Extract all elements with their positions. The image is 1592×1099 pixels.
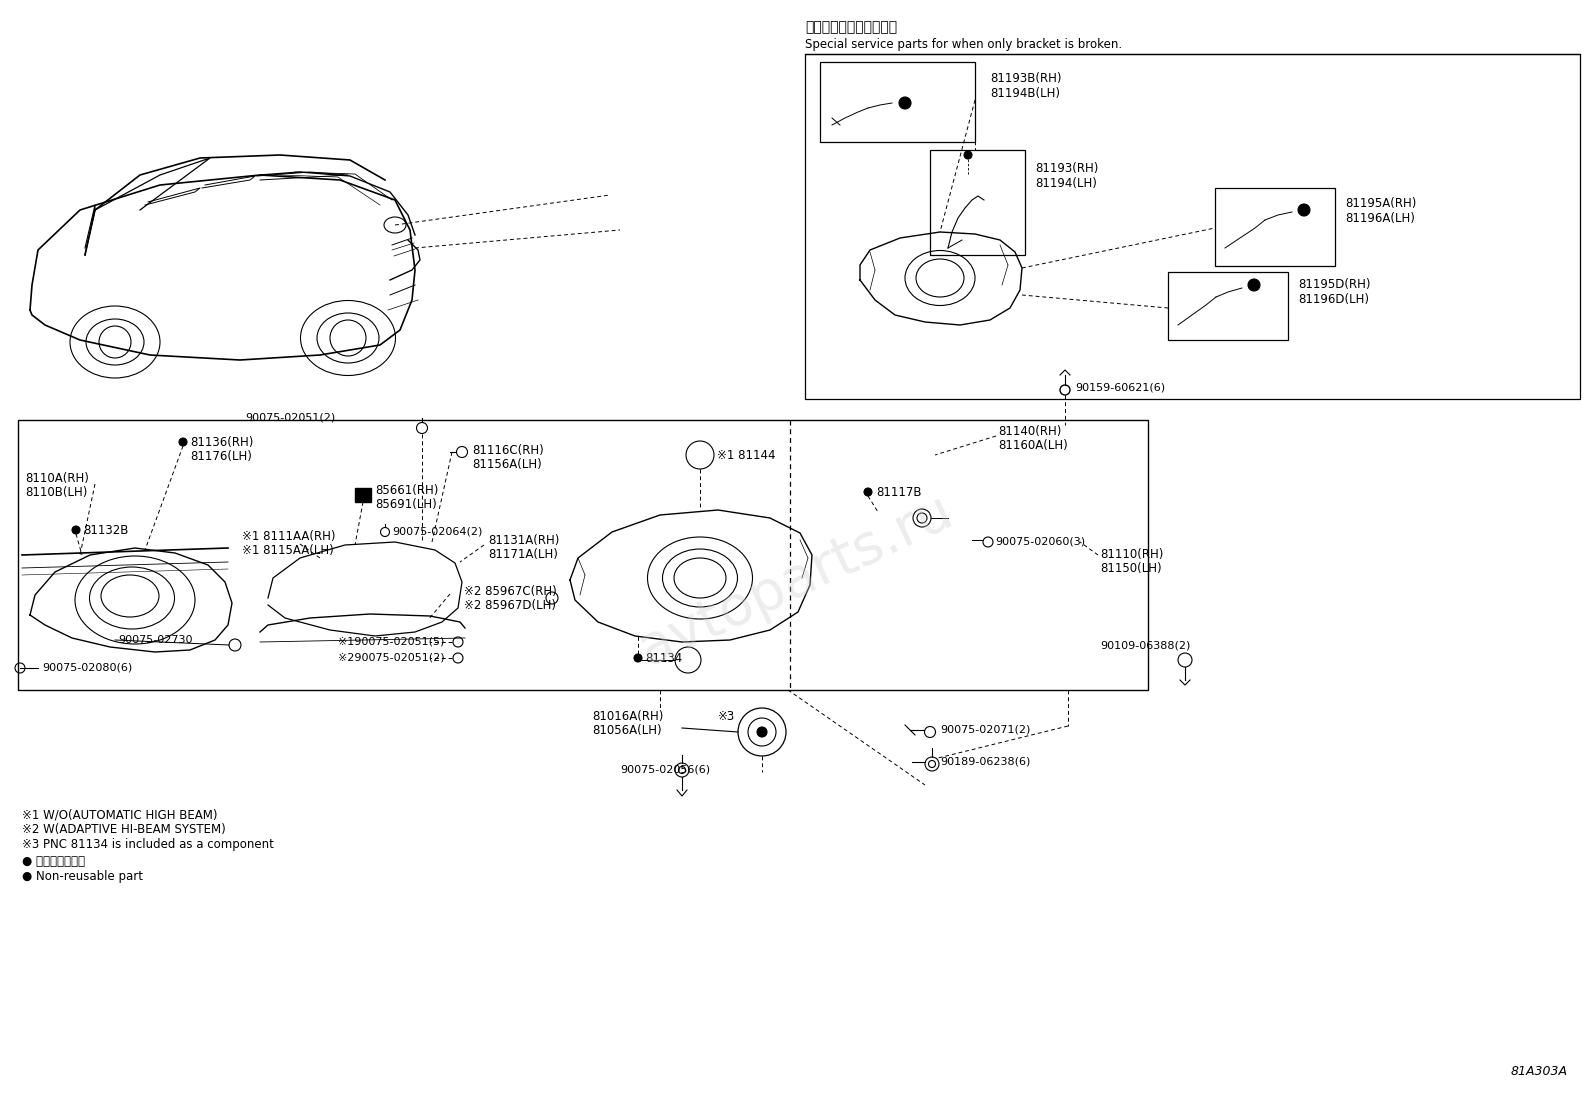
Text: 81176(LH): 81176(LH) — [189, 449, 252, 463]
Text: ※3 PNC 81134 is included as a component: ※3 PNC 81134 is included as a component — [22, 839, 274, 851]
Text: 81131A(RH): 81131A(RH) — [489, 534, 559, 547]
Text: 81193B(RH): 81193B(RH) — [990, 73, 1062, 85]
Text: 85691(LH): 85691(LH) — [376, 498, 436, 511]
Text: ※1 81144: ※1 81144 — [716, 449, 775, 462]
Bar — [930, 149, 1025, 255]
Text: 81156A(LH): 81156A(LH) — [471, 458, 541, 471]
Text: 90075-02064(2): 90075-02064(2) — [392, 526, 482, 536]
Text: 90075-02056(6): 90075-02056(6) — [619, 764, 710, 774]
Text: 81193(RH): 81193(RH) — [1035, 162, 1098, 175]
Text: 81117B: 81117B — [876, 486, 922, 499]
Text: 81171A(LH): 81171A(LH) — [489, 548, 557, 560]
Circle shape — [178, 439, 186, 446]
Text: 81A303A: 81A303A — [1511, 1065, 1568, 1078]
Text: ※1 8115AA(LH): ※1 8115AA(LH) — [242, 544, 334, 557]
Text: 90159-60621(6): 90159-60621(6) — [1075, 382, 1165, 393]
Text: ※2 W(ADAPTIVE HI-BEAM SYSTEM): ※2 W(ADAPTIVE HI-BEAM SYSTEM) — [22, 823, 226, 836]
Bar — [1215, 188, 1336, 266]
Text: ※2 85967C(RH): ※2 85967C(RH) — [463, 585, 557, 598]
Circle shape — [72, 526, 80, 534]
Text: ※1 8111AA(RH): ※1 8111AA(RH) — [242, 530, 336, 543]
Text: Special service parts for when only bracket is broken.: Special service parts for when only brac… — [806, 38, 1122, 51]
Text: 81150(LH): 81150(LH) — [1100, 562, 1162, 575]
Text: 8110B(LH): 8110B(LH) — [25, 486, 88, 499]
Circle shape — [758, 728, 767, 737]
Text: 81195A(RH): 81195A(RH) — [1345, 197, 1417, 210]
Text: 81196D(LH): 81196D(LH) — [1297, 293, 1369, 306]
Bar — [355, 488, 371, 502]
Text: 81196A(LH): 81196A(LH) — [1345, 212, 1415, 225]
Bar — [1169, 271, 1288, 340]
Text: 81136(RH): 81136(RH) — [189, 436, 253, 449]
Circle shape — [1248, 279, 1259, 291]
Text: 車両取付部の補修用部品: 車両取付部の補修用部品 — [806, 20, 898, 34]
Text: 90075-02730: 90075-02730 — [118, 635, 193, 645]
Circle shape — [1297, 204, 1310, 217]
Text: 90075-02060(3): 90075-02060(3) — [995, 536, 1086, 546]
Circle shape — [965, 151, 973, 159]
Text: 90189-06238(6): 90189-06238(6) — [939, 756, 1030, 766]
Circle shape — [899, 97, 911, 109]
Text: 81140(RH): 81140(RH) — [998, 425, 1062, 439]
Text: 81195D(RH): 81195D(RH) — [1297, 278, 1371, 291]
Text: ● Non-reusable part: ● Non-reusable part — [22, 870, 143, 882]
Bar — [806, 54, 1579, 399]
Text: 81110(RH): 81110(RH) — [1100, 548, 1164, 560]
Text: 81116C(RH): 81116C(RH) — [471, 444, 544, 457]
Text: 85661(RH): 85661(RH) — [376, 484, 438, 497]
Text: ※3: ※3 — [718, 710, 736, 723]
Text: 81194B(LH): 81194B(LH) — [990, 87, 1060, 100]
Text: 8110A(RH): 8110A(RH) — [25, 471, 89, 485]
Text: ※190075-02051(5): ※190075-02051(5) — [338, 636, 444, 646]
Text: ※1 W/O(AUTOMATIC HIGH BEAM): ※1 W/O(AUTOMATIC HIGH BEAM) — [22, 808, 218, 821]
Circle shape — [634, 654, 642, 662]
Text: ※290075-02051(2): ※290075-02051(2) — [338, 652, 444, 662]
Text: 90109-06388(2): 90109-06388(2) — [1100, 640, 1191, 650]
Text: ※2 85967D(LH): ※2 85967D(LH) — [463, 599, 556, 612]
Text: ● 再使用不可部品: ● 再使用不可部品 — [22, 855, 84, 868]
Bar — [18, 420, 1148, 690]
Text: 81132B: 81132B — [83, 524, 129, 537]
Text: 81056A(LH): 81056A(LH) — [592, 724, 662, 737]
Text: avtoparts.ru: avtoparts.ru — [630, 484, 962, 677]
Text: 90075-02071(2): 90075-02071(2) — [939, 724, 1030, 734]
Text: 81016A(RH): 81016A(RH) — [592, 710, 664, 723]
Text: 81194(LH): 81194(LH) — [1035, 177, 1097, 190]
Bar — [820, 62, 974, 142]
Text: 81160A(LH): 81160A(LH) — [998, 439, 1068, 452]
Circle shape — [864, 488, 872, 496]
Text: 90075-02080(6): 90075-02080(6) — [41, 663, 132, 673]
Text: 90075-02051(2): 90075-02051(2) — [245, 412, 334, 422]
Text: 81134: 81134 — [645, 652, 683, 665]
